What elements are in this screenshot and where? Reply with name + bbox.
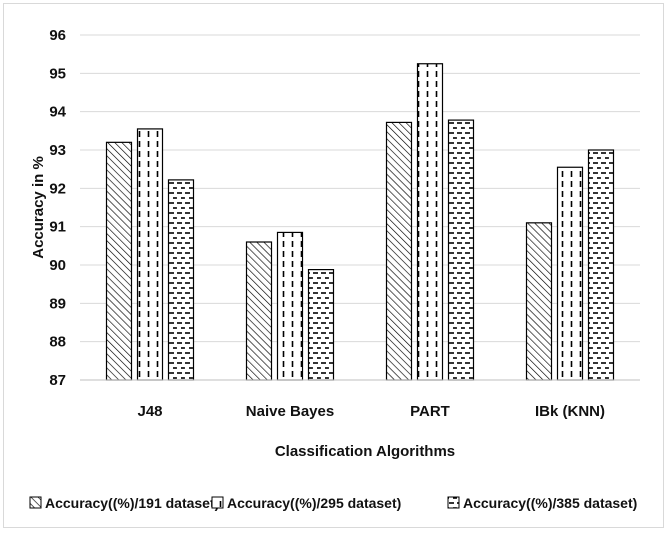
x-tick-label: Naive Bayes xyxy=(246,403,334,420)
legend-label: Accuracy((%)/191 dataset) xyxy=(45,495,219,511)
y-axis-title: Accuracy in % xyxy=(30,156,47,259)
y-tick-label: 90 xyxy=(49,257,66,274)
bars xyxy=(105,63,615,381)
legend-swatch xyxy=(211,496,224,509)
x-tick-label: J48 xyxy=(137,403,162,420)
x-axis-title: Classification Algorithms xyxy=(275,443,455,460)
y-axis-ticks: 87 88 89 90 91 92 93 94 95 96 xyxy=(49,27,66,389)
bar-3-2 xyxy=(307,269,335,381)
bar-2-3 xyxy=(416,63,444,381)
bar-1-2 xyxy=(245,241,273,381)
bar-2-1 xyxy=(136,128,164,381)
y-tick-label: 92 xyxy=(49,180,66,197)
bar-1-1 xyxy=(105,141,133,381)
y-tick-label: 96 xyxy=(49,27,66,44)
y-tick-label: 93 xyxy=(49,142,66,159)
bar-3-3 xyxy=(447,119,475,381)
x-axis-ticks: J48 Naive Bayes PART IBk (KNN) xyxy=(137,403,605,420)
legend: Accuracy((%)/191 dataset) Accuracy((%)/29… xyxy=(29,495,637,511)
legend-swatch xyxy=(447,496,460,509)
legend-swatch xyxy=(29,496,42,509)
x-tick-label: IBk (KNN) xyxy=(535,403,605,420)
bar-1-3 xyxy=(385,121,413,381)
bar-1-4 xyxy=(525,222,553,381)
y-tick-label: 88 xyxy=(49,334,66,351)
legend-label: Accuracy((%)/295 dataset) xyxy=(227,495,401,511)
bar-3-4 xyxy=(587,149,615,381)
bar-2-2 xyxy=(276,231,304,381)
y-tick-label: 91 xyxy=(49,219,66,236)
bar-2-4 xyxy=(556,166,584,381)
x-tick-label: PART xyxy=(410,403,450,420)
bar-3-1 xyxy=(167,179,195,381)
y-tick-label: 95 xyxy=(49,65,66,82)
y-tick-label: 94 xyxy=(49,104,66,121)
legend-label: Accuracy((%)/385 dataset) xyxy=(463,495,637,511)
y-tick-label: 89 xyxy=(49,295,66,312)
gridlines xyxy=(80,34,640,343)
y-tick-label: 87 xyxy=(49,372,66,389)
